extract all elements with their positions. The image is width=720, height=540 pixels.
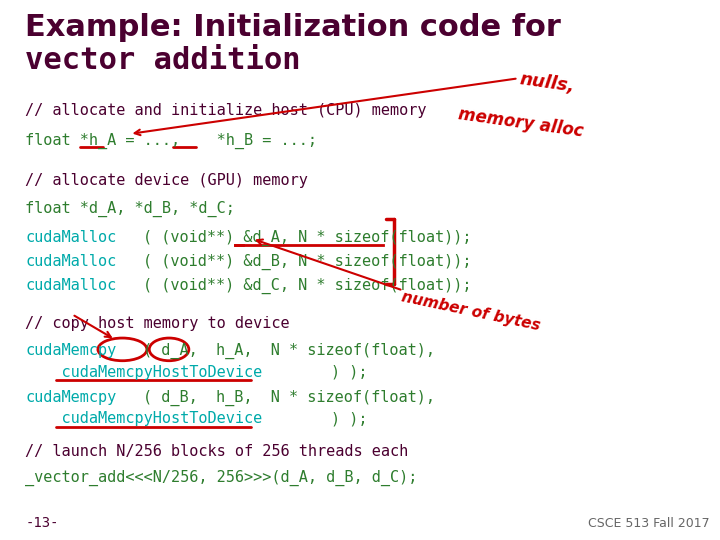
Text: number of bytes: number of bytes (400, 289, 541, 333)
Text: cudaMalloc: cudaMalloc (25, 230, 117, 245)
Text: Example: Initialization code for: Example: Initialization code for (25, 14, 561, 43)
Text: ) );: ) ); (331, 364, 368, 380)
Text: ( d_A,  h_A,  N * sizeof(float),: ( d_A, h_A, N * sizeof(float), (143, 343, 435, 359)
Text: cudaMemcpy: cudaMemcpy (25, 343, 117, 358)
Text: float *d_A, *d_B, *d_C;: float *d_A, *d_B, *d_C; (25, 201, 235, 217)
Text: -13-: -13- (25, 516, 59, 530)
Text: // launch N/256 blocks of 256 threads each: // launch N/256 blocks of 256 threads ea… (25, 444, 408, 459)
Text: // allocate and initialize host (CPU) memory: // allocate and initialize host (CPU) me… (25, 103, 427, 118)
Text: vector addition: vector addition (25, 46, 301, 75)
Text: ) );: ) ); (331, 411, 368, 427)
Text: cudaMemcpyHostToDevice: cudaMemcpyHostToDevice (25, 411, 263, 427)
Text: cudaMemcpyHostToDevice: cudaMemcpyHostToDevice (25, 364, 263, 380)
Text: ( d_B,  h_B,  N * sizeof(float),: ( d_B, h_B, N * sizeof(float), (143, 390, 435, 406)
Text: ( (void**) &d_C, N * sizeof(float));: ( (void**) &d_C, N * sizeof(float)); (143, 278, 472, 294)
Text: _vector_add<<<N/256, 256>>>(d_A, d_B, d_C);: _vector_add<<<N/256, 256>>>(d_A, d_B, d_… (25, 470, 418, 486)
Text: CSCE 513 Fall 2017: CSCE 513 Fall 2017 (588, 517, 709, 530)
Text: ( (void**) &d_B, N * sizeof(float));: ( (void**) &d_B, N * sizeof(float)); (143, 254, 472, 270)
Text: cudaMalloc: cudaMalloc (25, 278, 117, 293)
Text: ( (void**) &d_A, N * sizeof(float));: ( (void**) &d_A, N * sizeof(float)); (143, 230, 472, 246)
Text: cudaMalloc: cudaMalloc (25, 254, 117, 269)
Text: // copy host memory to device: // copy host memory to device (25, 316, 290, 331)
Text: nulls,: nulls, (518, 70, 576, 96)
Text: cudaMemcpy: cudaMemcpy (25, 390, 117, 405)
Text: // allocate device (GPU) memory: // allocate device (GPU) memory (25, 173, 308, 188)
Text: float *h_A = ...,    *h_B = ...;: float *h_A = ..., *h_B = ...; (25, 132, 318, 149)
Text: memory alloc: memory alloc (457, 105, 585, 141)
